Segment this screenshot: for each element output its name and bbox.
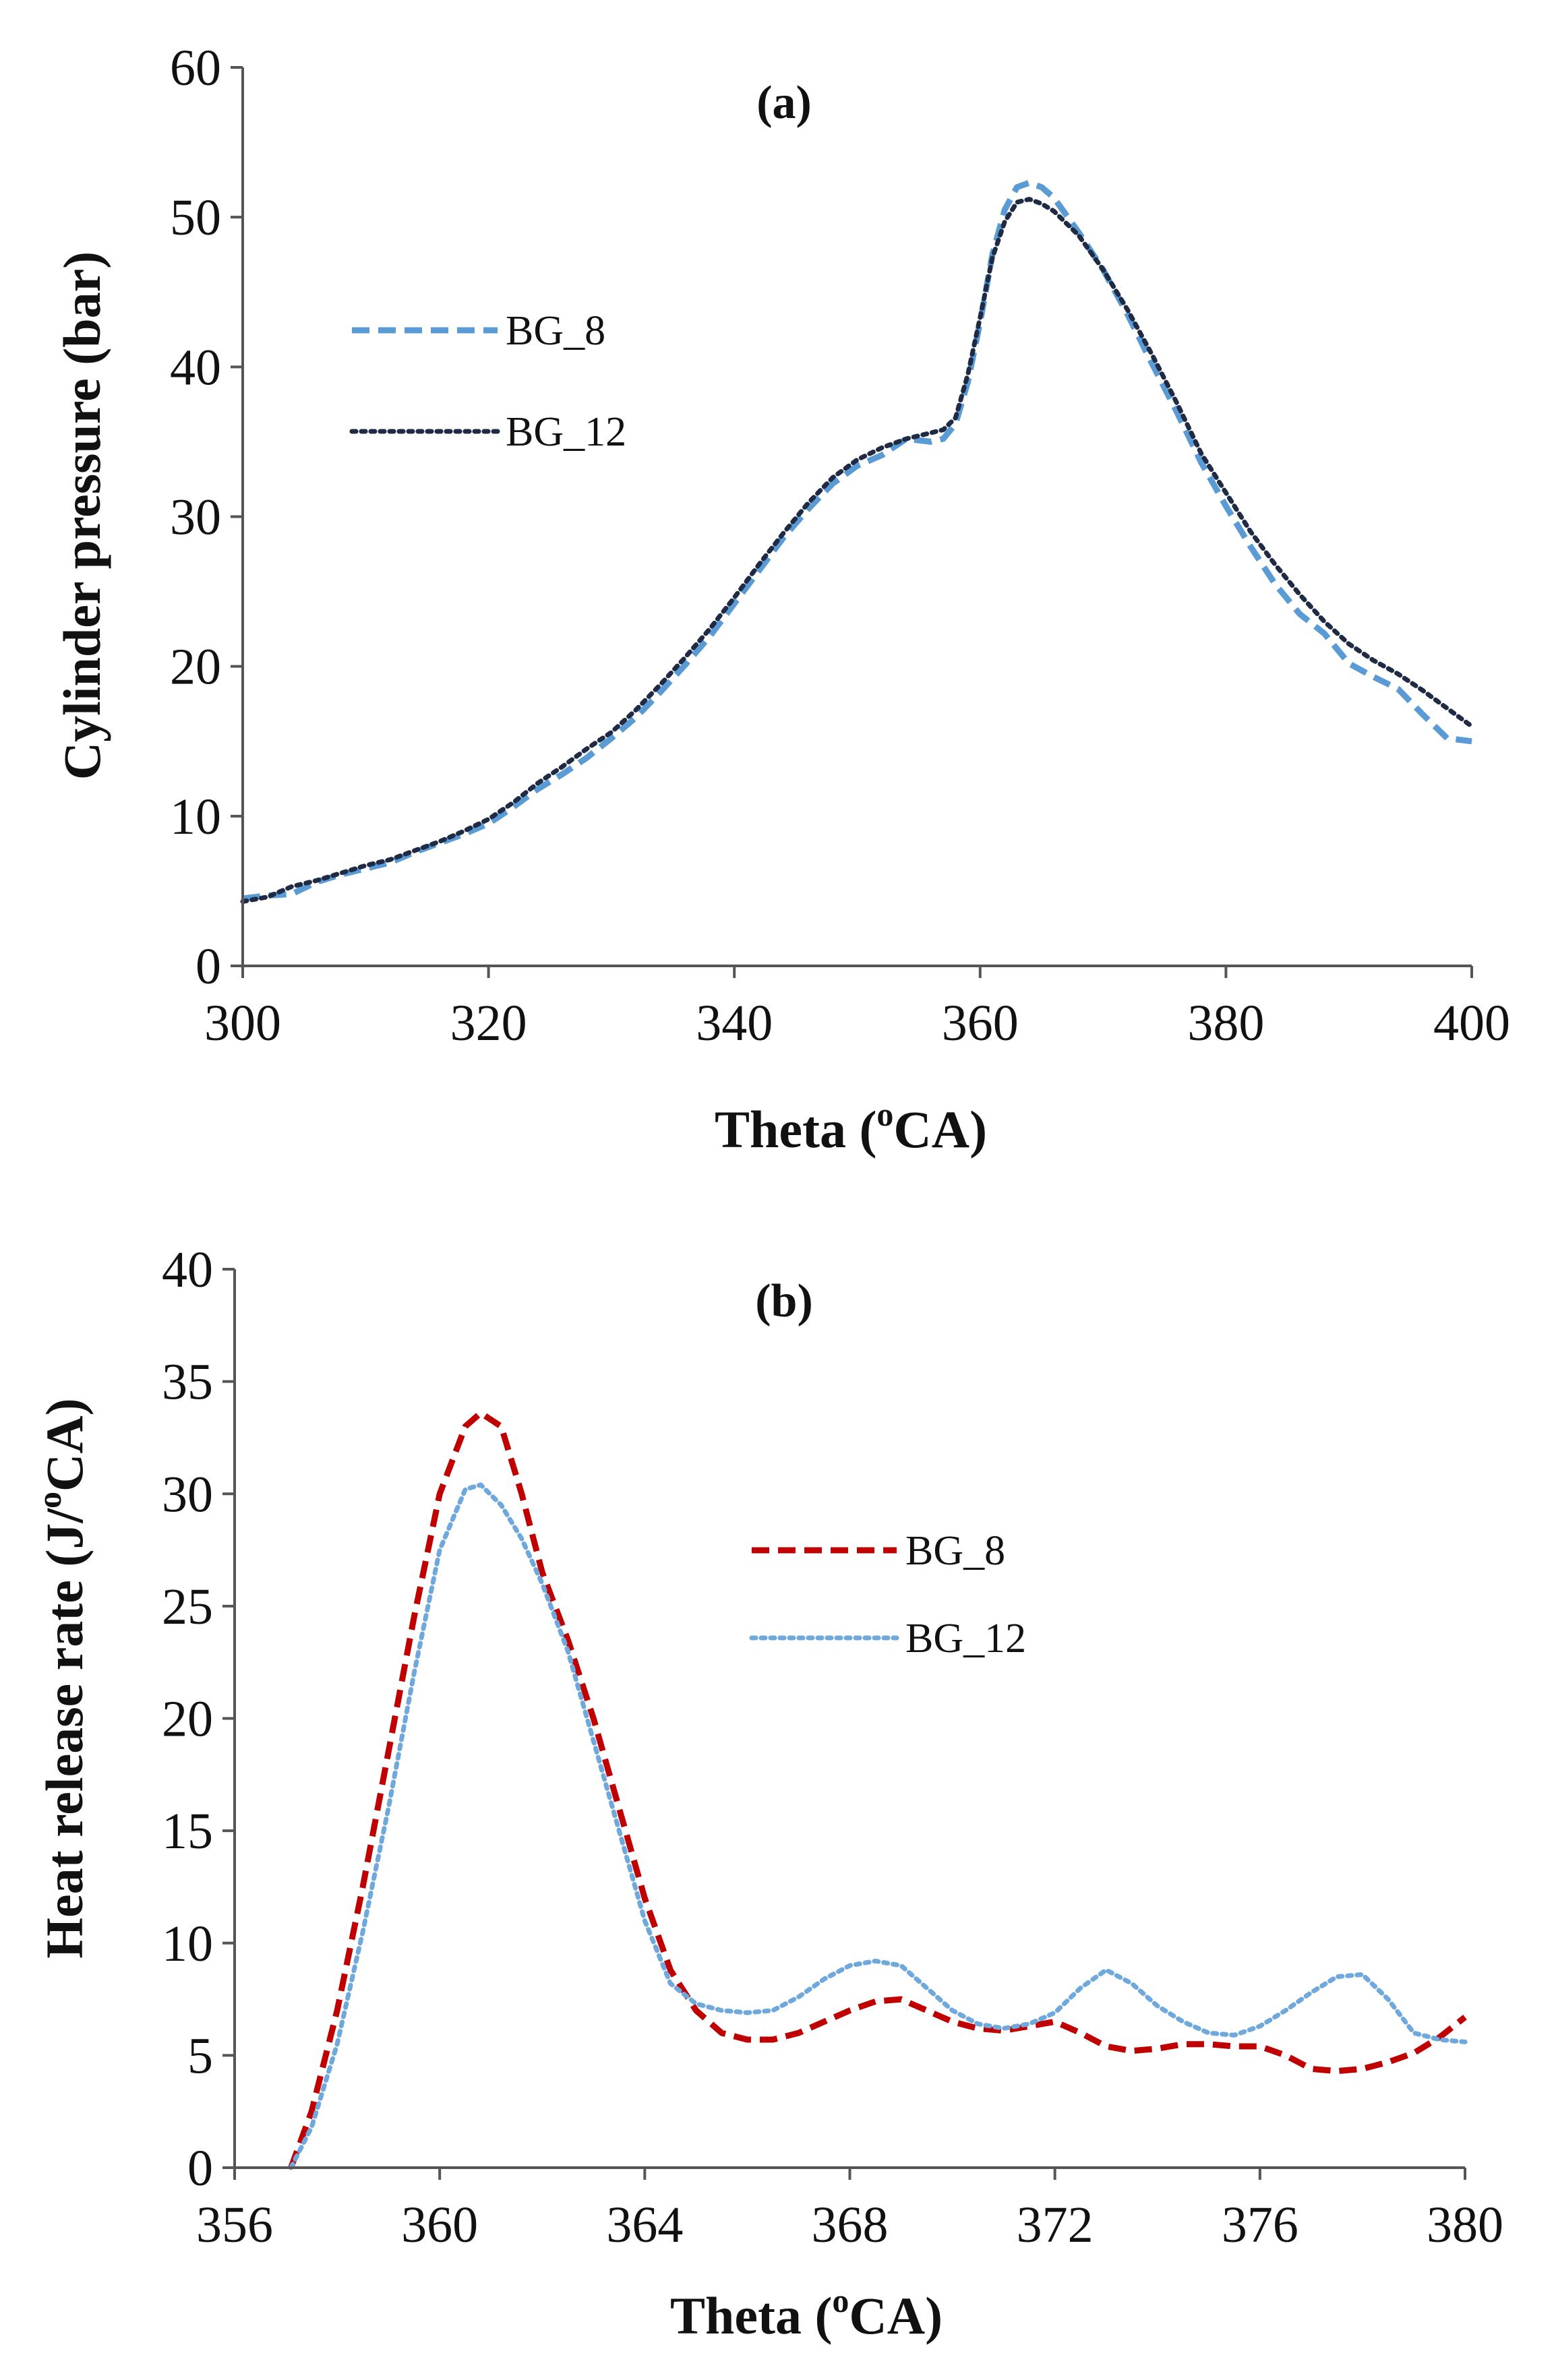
panel-a-legend: BG_8 BG_12 <box>349 308 626 455</box>
panel-b-x-tick-label: 356 <box>196 2197 273 2253</box>
panel-b-series-bg-8 <box>288 1409 1467 2169</box>
panel-a-legend-label: BG_8 <box>506 308 605 354</box>
panel-a-y-tick-label: 60 <box>170 40 221 96</box>
panel-b-y-tick-label: 10 <box>162 1916 213 1972</box>
panel-a-y-tick-label: 10 <box>170 789 221 845</box>
panel-a: 0 10 20 30 40 50 60 300 320 340 360 380 400 (a) Thet… <box>53 40 1510 1159</box>
panel-b-y-tick-label: 20 <box>162 1691 213 1748</box>
panel-a-x-axis-title: Theta (oCA) <box>715 1095 987 1159</box>
panel-a-x-tick-label: 400 <box>1433 995 1510 1051</box>
panel-b-y-tick-label: 25 <box>162 1579 213 1635</box>
panel-a-x-tick-label: 340 <box>696 995 773 1051</box>
panel-b-y-tick-label: 0 <box>187 2140 213 2197</box>
panel-b-y-tick-label: 15 <box>162 1803 213 1860</box>
panel-b-x-tick-label: 376 <box>1222 2197 1298 2253</box>
panel-b-y-tick-label: 40 <box>162 1242 213 1298</box>
panel-b-x-tick-label: 360 <box>401 2197 478 2253</box>
panel-b-x-tick-label: 380 <box>1427 2197 1503 2253</box>
panel-a-x-tick-label: 320 <box>450 995 527 1051</box>
panel-a-ticks: 0 10 20 30 40 50 60 300 320 340 360 380 400 <box>170 40 1510 1051</box>
panel-b-y-axis-title: Heat release rate (J/oCA) <box>30 1398 94 1958</box>
panel-b-series-bg-12 <box>289 1482 1468 2170</box>
panel-a-y-axis-title: Cylinder pressure (bar) <box>53 251 111 780</box>
panel-a-y-tick-label: 40 <box>170 339 221 396</box>
panel-a-series-bg-8 <box>242 179 1472 902</box>
panel-a-y-tick-label: 20 <box>170 639 221 696</box>
panel-b-legend: BG_8 BG_12 <box>749 1528 1026 1661</box>
panel-a-label: (a) <box>756 77 812 129</box>
panel-a-x-tick-label: 360 <box>942 995 1019 1051</box>
panel-b-x-axis-title: Theta (oCA) <box>670 2282 943 2345</box>
panel-b-ticks: 0 5 10 15 20 25 30 35 40 356 360 364 368 372 376 380 <box>162 1242 1503 2253</box>
panel-a-y-tick-label: 0 <box>196 938 221 995</box>
panel-b: 0 5 10 15 20 25 30 35 40 356 360 364 368 372 376 380 (b… <box>30 1242 1503 2345</box>
panel-b-x-tick-label: 364 <box>606 2197 683 2253</box>
panel-b-legend-label: BG_8 <box>905 1528 1005 1574</box>
panel-a-legend-label: BG_12 <box>506 409 626 455</box>
panel-a-x-tick-label: 380 <box>1187 995 1264 1051</box>
panel-b-legend-label: BG_12 <box>905 1616 1026 1661</box>
panel-a-series-layer <box>240 179 1474 904</box>
panel-a-series-bg-12 <box>240 197 1474 904</box>
panel-a-x-tick-label: 300 <box>204 995 281 1051</box>
panel-b-y-tick-label: 30 <box>162 1466 213 1523</box>
panel-a-y-tick-label: 50 <box>170 189 221 246</box>
panel-b-x-tick-label: 372 <box>1017 2197 1094 2253</box>
panel-b-series-layer <box>288 1409 1468 2170</box>
panel-b-label: (b) <box>755 1275 813 1327</box>
panel-b-y-tick-label: 5 <box>187 2027 213 2084</box>
panel-b-x-tick-label: 368 <box>812 2197 889 2253</box>
panel-b-y-tick-label: 35 <box>162 1354 213 1411</box>
panel-a-y-tick-label: 30 <box>170 489 221 546</box>
